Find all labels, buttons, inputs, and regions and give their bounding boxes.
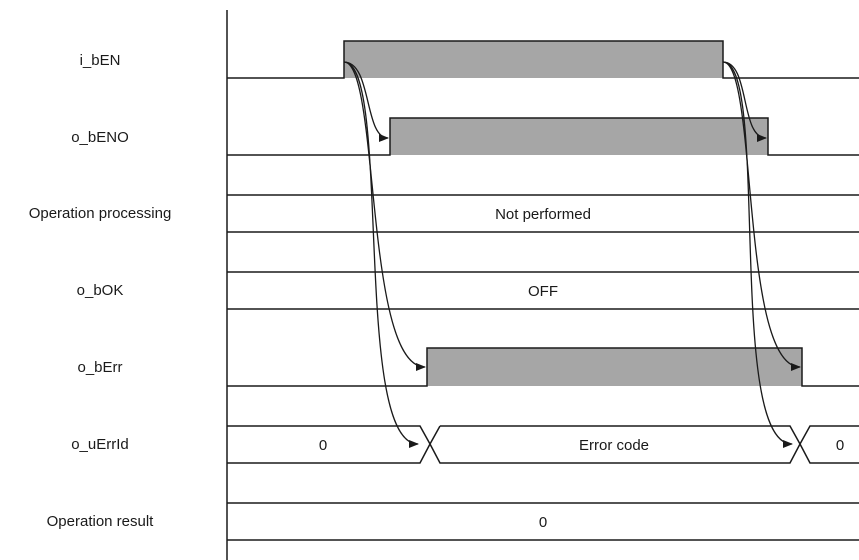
signal-label-operation-processing: Operation processing: [28, 205, 172, 222]
arrows-rising-edge: [343, 61, 426, 448]
signal-label-o-bOK: o_bOK: [76, 282, 124, 299]
signal-label-o-bErr: o_bErr: [77, 359, 123, 376]
signal-label-i-bEN: i_bEN: [79, 52, 121, 69]
arrow-i-bEN-to-o-uErrId-reset: [722, 61, 793, 448]
waveform-i-bEN: [227, 40, 859, 79]
o-bErr-high-region: [427, 348, 802, 386]
signal-label-operation-result: Operation result: [46, 513, 154, 530]
waveform-operation-result: 0: [227, 502, 859, 541]
i-bEN-high-region: [344, 41, 723, 78]
waveform-o-uErrId: 0 Error code 0: [227, 425, 859, 464]
o-uErrId-segment-during: [429, 425, 801, 464]
signal-label-o-bENO: o_bENO: [71, 129, 129, 146]
waveform-o-bOK: OFF: [227, 271, 859, 310]
arrow-i-bEN-to-o-bENO-fall: [722, 61, 767, 142]
arrow-i-bEN-to-o-uErrId-change: [343, 61, 419, 448]
i-bEN-trace: [227, 40, 859, 79]
o-uErrId-value-during: Error code: [579, 437, 649, 454]
waveform-o-bErr: [227, 347, 859, 387]
arrow-i-bEN-to-o-bErr-rise: [343, 61, 426, 371]
o-bENO-trace: [227, 117, 859, 156]
waveform-operation-processing: Not performed: [227, 194, 859, 233]
arrow-i-bEN-to-o-bErr-fall: [722, 61, 801, 371]
arrows-falling-edge: [722, 61, 801, 448]
waveform-o-bENO: [227, 117, 859, 156]
o-bErr-trace: [227, 347, 859, 387]
o-bENO-high-region: [390, 118, 768, 155]
operation-processing-value: Not performed: [495, 206, 591, 223]
operation-result-value: 0: [539, 514, 547, 531]
arrow-i-bEN-to-o-bENO-rise: [343, 61, 389, 142]
o-uErrId-value-after: 0: [836, 437, 844, 454]
o-bOK-value: OFF: [528, 283, 558, 300]
signal-label-o-uErrId: o_uErrId: [71, 436, 129, 453]
o-uErrId-value-before: 0: [319, 437, 327, 454]
o-uErrId-segment-after: [799, 425, 859, 464]
